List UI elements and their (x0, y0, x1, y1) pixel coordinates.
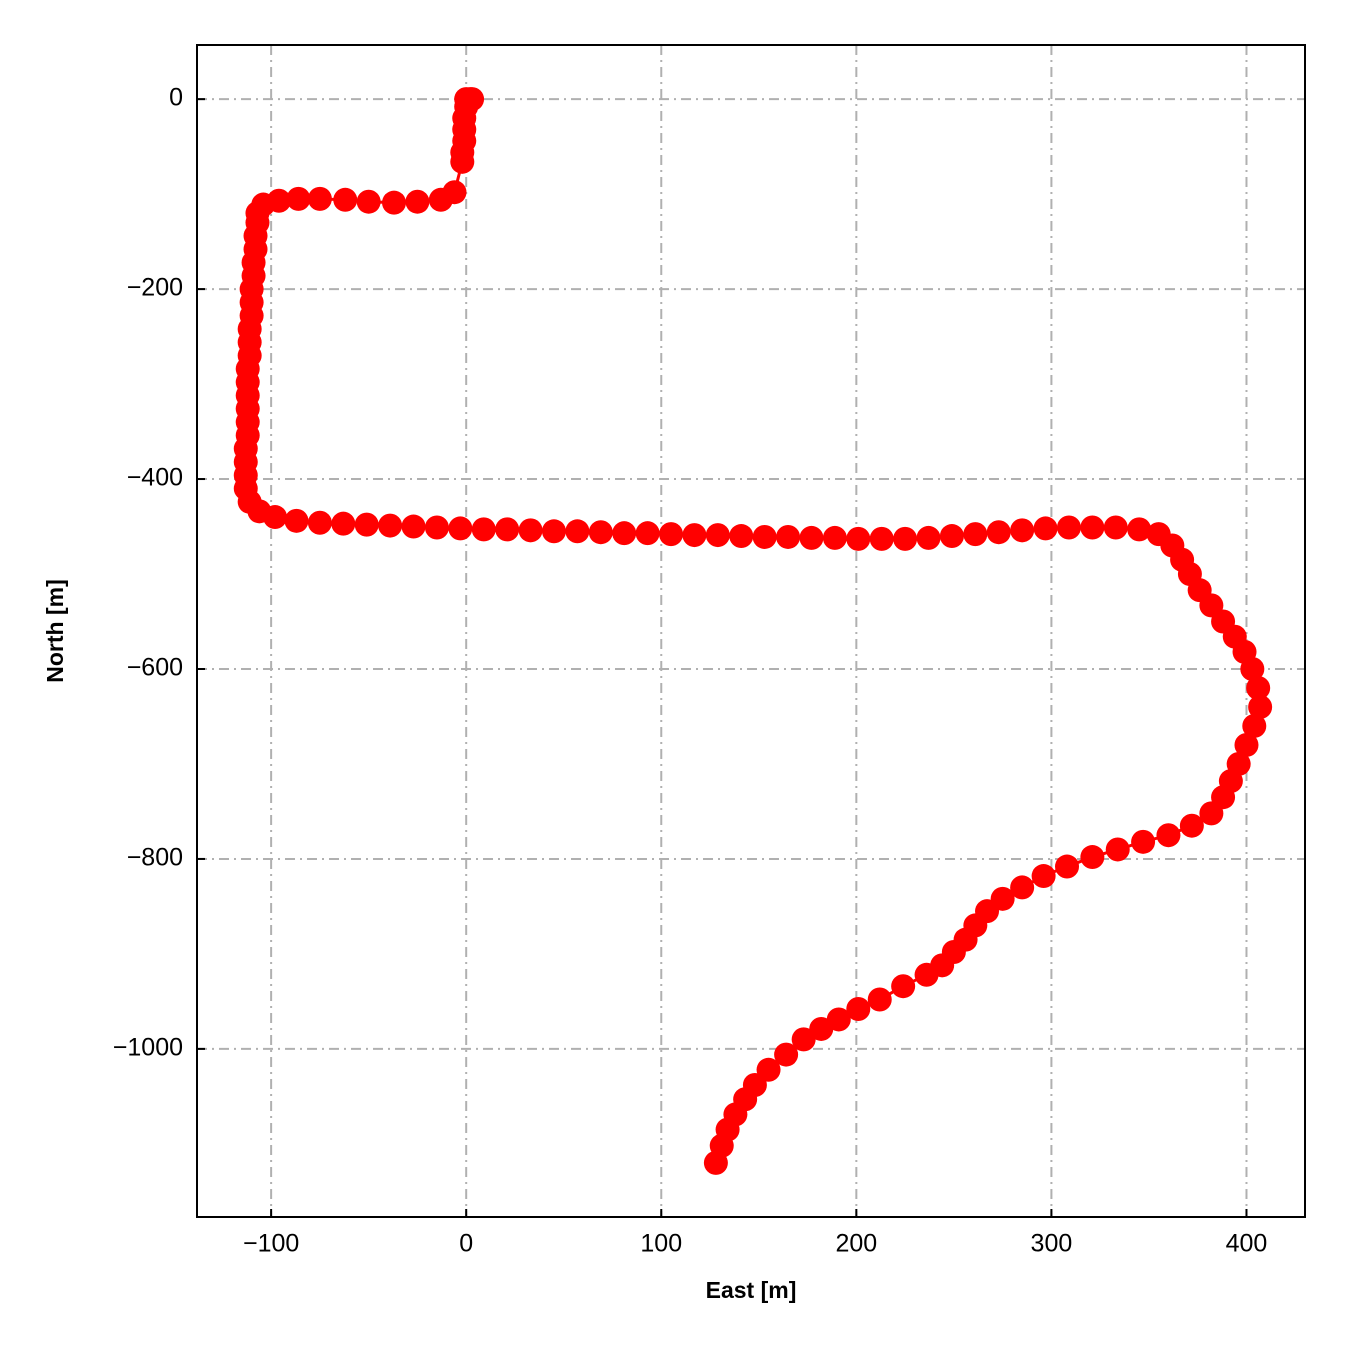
marker (869, 526, 894, 551)
marker (635, 521, 660, 546)
marker (1033, 516, 1058, 541)
marker (729, 524, 754, 549)
y-tick-label: −600 (127, 654, 183, 682)
marker (401, 514, 426, 539)
marker (1242, 713, 1267, 738)
marker (1248, 694, 1273, 719)
x-axis-label: East [m] (706, 1277, 797, 1303)
x-tick-label: −100 (243, 1230, 299, 1258)
marker (424, 515, 449, 540)
marker (331, 511, 356, 536)
marker (774, 1042, 799, 1067)
marker (1080, 515, 1105, 540)
marker (541, 519, 566, 544)
marker (565, 519, 590, 544)
marker (705, 523, 730, 548)
marker (752, 524, 777, 549)
marker (518, 518, 543, 543)
marker (428, 187, 453, 212)
marker (1234, 732, 1259, 757)
marker (891, 974, 916, 999)
marker (1156, 823, 1181, 848)
marker (799, 525, 824, 550)
marker (286, 186, 311, 211)
plot-area (233, 87, 1273, 1175)
marker (448, 516, 473, 541)
marker (776, 524, 801, 549)
marker (914, 962, 939, 987)
marker (1199, 801, 1224, 826)
marker (1010, 518, 1035, 543)
x-tick-label: 100 (640, 1230, 682, 1258)
marker (659, 522, 684, 547)
marker (867, 987, 892, 1012)
y-tick-label: −800 (127, 844, 183, 872)
marker (471, 517, 496, 542)
marker (450, 149, 475, 174)
marker (354, 512, 379, 537)
marker (1010, 875, 1035, 900)
marker (378, 513, 403, 538)
marker (916, 525, 941, 550)
marker (1246, 675, 1271, 700)
marker (1055, 854, 1080, 879)
marker (382, 190, 407, 215)
marker (986, 520, 1011, 545)
marker (939, 524, 964, 549)
marker (893, 526, 918, 551)
marker (1103, 515, 1128, 540)
marker (588, 520, 613, 545)
marker (1056, 515, 1081, 540)
marker (333, 187, 358, 212)
y-tick-label: −400 (127, 464, 183, 492)
marker (307, 186, 332, 211)
marker (1179, 813, 1204, 838)
x-tick-label: 200 (835, 1230, 877, 1258)
marker (405, 189, 430, 214)
marker (495, 517, 520, 542)
grid (197, 45, 1305, 1217)
marker (307, 510, 332, 535)
marker (846, 526, 871, 551)
axes-frame (196, 44, 1306, 1218)
marker (822, 525, 847, 550)
x-tick-label: 0 (459, 1230, 473, 1258)
marker (1080, 845, 1105, 870)
marker (682, 523, 707, 548)
x-tick-label: 300 (1031, 1230, 1073, 1258)
y-tick-label: −1000 (113, 1034, 183, 1062)
marker (1127, 517, 1152, 542)
marker (612, 521, 637, 546)
marker (1105, 837, 1130, 862)
marker (263, 505, 288, 530)
y-tick-label: −200 (127, 274, 183, 302)
marker (846, 997, 871, 1022)
y-axis-label: North [m] (42, 579, 68, 682)
marker (1031, 864, 1056, 889)
marker (791, 1027, 816, 1052)
marker (356, 189, 381, 214)
marker (703, 1150, 728, 1175)
marker (826, 1007, 851, 1032)
y-tick-label: 0 (169, 84, 183, 112)
marker (809, 1016, 834, 1041)
x-tick-label: 400 (1226, 1230, 1268, 1258)
marker (963, 522, 988, 547)
marker (284, 508, 309, 533)
marker (1240, 656, 1265, 681)
marker (1131, 829, 1156, 854)
